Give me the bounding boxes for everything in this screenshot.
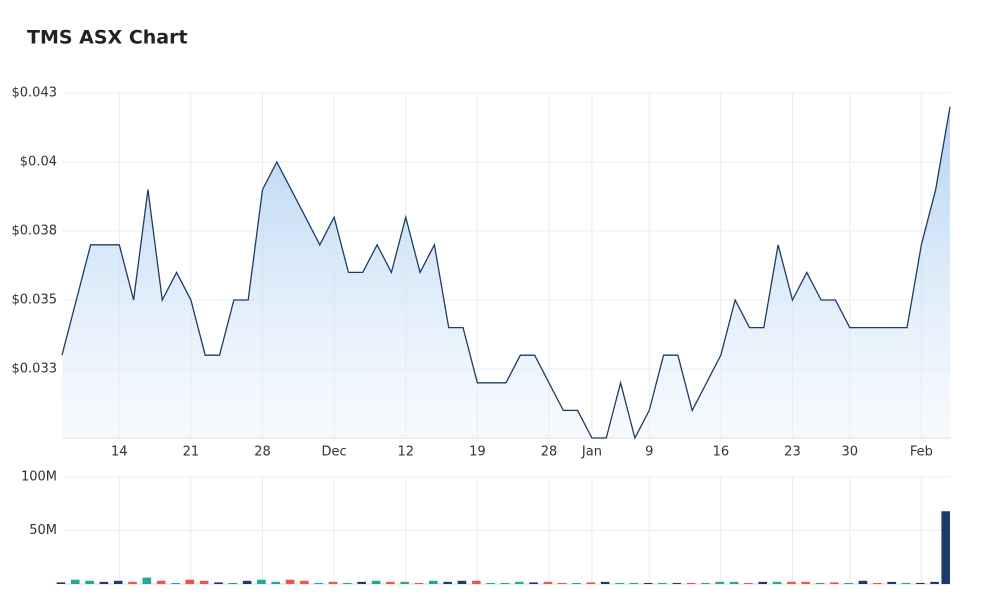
volume-bar bbox=[156, 580, 166, 584]
volume-bar bbox=[615, 582, 624, 584]
volume-bar bbox=[414, 582, 424, 584]
volume-bar bbox=[486, 582, 495, 584]
volume-bar bbox=[915, 582, 925, 584]
volume-bar bbox=[572, 582, 581, 584]
volume-bar bbox=[557, 582, 567, 584]
volume-bar bbox=[758, 581, 768, 584]
volume-bar bbox=[300, 580, 309, 584]
volume-bar bbox=[56, 582, 66, 584]
y-tick-label: $0.038 bbox=[12, 224, 58, 239]
volume-bar bbox=[142, 577, 152, 584]
volume-bar bbox=[873, 582, 882, 584]
y-tick-label: $0.035 bbox=[12, 293, 58, 308]
x-tick-label: 14 bbox=[111, 445, 128, 460]
x-tick-label: Dec bbox=[322, 445, 347, 460]
volume-bar bbox=[801, 581, 810, 584]
volume-bar bbox=[844, 582, 853, 584]
y-tick-label: $0.033 bbox=[12, 362, 58, 377]
y-tick-label: 50M bbox=[29, 523, 57, 538]
volume-bar bbox=[471, 580, 481, 584]
x-tick-label: 28 bbox=[254, 445, 271, 460]
volume-bar bbox=[715, 581, 725, 584]
y-tick-label: 100M bbox=[21, 470, 57, 485]
volume-bar bbox=[643, 582, 653, 584]
volume-bar bbox=[529, 582, 538, 584]
x-tick-label: 23 bbox=[784, 445, 801, 460]
volume-bar bbox=[701, 582, 710, 584]
volume-bar bbox=[658, 582, 667, 584]
volume-bar bbox=[787, 581, 796, 584]
volume-bar bbox=[357, 581, 366, 584]
volume-bar bbox=[629, 582, 639, 584]
volume-bar bbox=[815, 582, 825, 584]
x-tick-label: 30 bbox=[841, 445, 858, 460]
x-tick-label: 16 bbox=[713, 445, 730, 460]
volume-bar bbox=[600, 581, 610, 584]
volume-bar bbox=[941, 511, 950, 584]
volume-bar bbox=[242, 580, 252, 584]
volume-bar bbox=[543, 581, 553, 584]
volume-bar bbox=[99, 581, 109, 584]
chart-title: TMS ASX Chart bbox=[27, 27, 188, 49]
x-tick-label: 12 bbox=[397, 445, 414, 460]
volume-bar bbox=[314, 582, 324, 584]
x-tick-label: Jan bbox=[581, 445, 602, 460]
price-line bbox=[61, 106, 951, 440]
volume-bar bbox=[400, 581, 409, 584]
volume-bar bbox=[185, 579, 195, 584]
volume-bar bbox=[686, 582, 696, 584]
y-tick-label: $0.04 bbox=[20, 155, 57, 170]
volume-bar bbox=[443, 581, 452, 584]
x-tick-label: Feb bbox=[910, 445, 933, 460]
volume-bar bbox=[729, 581, 739, 584]
volume-bar bbox=[271, 581, 281, 584]
y-tick-label: $0.043 bbox=[12, 86, 58, 101]
volume-bar bbox=[858, 580, 868, 584]
volume-bar bbox=[257, 579, 266, 584]
volume-bar bbox=[328, 581, 338, 584]
volume-bar bbox=[901, 582, 911, 584]
area-fill bbox=[62, 106, 950, 439]
volume-bar bbox=[343, 582, 352, 584]
volume-bar bbox=[429, 580, 438, 584]
volume-bar bbox=[371, 580, 381, 584]
volume-bar bbox=[672, 582, 682, 584]
volume-bar bbox=[171, 582, 180, 584]
volume-bar bbox=[214, 582, 223, 584]
volume-bar bbox=[930, 581, 939, 584]
volume-bar bbox=[386, 581, 395, 584]
volume-bar bbox=[128, 581, 137, 584]
volume-bar bbox=[113, 580, 123, 584]
volume-bar bbox=[772, 581, 782, 584]
volume-bar bbox=[887, 581, 896, 584]
volume-bar bbox=[457, 580, 467, 584]
volume-bar bbox=[500, 582, 510, 584]
volume-bar bbox=[228, 582, 238, 584]
volume-bar bbox=[830, 582, 839, 584]
volume-bar bbox=[199, 580, 209, 584]
volume-bar bbox=[85, 580, 94, 584]
x-tick-label: 9 bbox=[645, 445, 653, 460]
x-tick-label: 19 bbox=[469, 445, 486, 460]
volume-bar bbox=[586, 582, 596, 584]
volume-bar bbox=[70, 579, 80, 584]
volume-bar bbox=[285, 579, 295, 584]
x-tick-label: 28 bbox=[541, 445, 558, 460]
volume-bar bbox=[514, 581, 524, 584]
volume-bar bbox=[744, 582, 753, 584]
x-tick-label: 21 bbox=[183, 445, 200, 460]
